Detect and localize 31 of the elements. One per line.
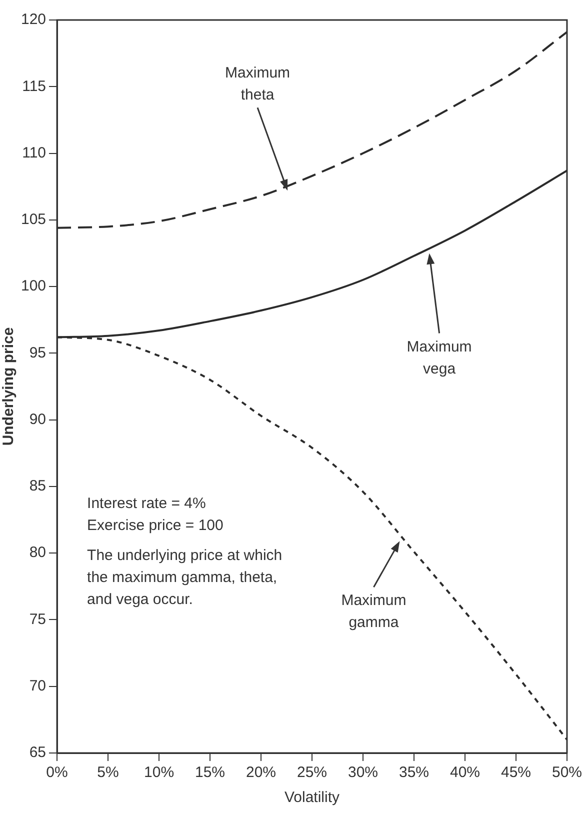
annotation: The underlying price at which the maximum gamma, theta, and vega occur. [87,546,282,608]
x-tick-label: 20% [246,764,276,782]
x-tick-label: 0% [46,764,68,782]
x-tick-label: 45% [500,764,532,782]
y-tick-label: 120 [20,11,46,28]
annotation: Maximum gamma [341,592,406,632]
y-tick-label: 95 [29,344,46,362]
y-tick-label: 105 [20,211,46,228]
x-tick-label: 25% [296,764,328,782]
annotation: Interest rate = 4% [87,494,206,512]
x-tick-label: 15% [195,764,226,782]
annotation: Maximum vega [406,338,472,378]
y-tick-label: 100 [20,278,46,295]
x-tick-label: 35% [398,764,430,782]
annotation: Exercise price = 100 [87,516,224,534]
annotation: Maximum theta [225,64,290,104]
x-tick-label: 40% [450,764,480,782]
y-tick-label: 110 [22,144,46,162]
y-tick-label: 75 [29,610,46,628]
y-tick-label: 85 [29,478,46,495]
y-tick-label: 90 [29,410,46,428]
y-tick-label: 65 [29,744,46,762]
x-tick-label: 10% [144,764,174,782]
y-tick-label: 80 [29,544,46,562]
x-tick-label: 5% [97,764,119,782]
y-tick-label: 70 [29,678,46,695]
x-axis-title: Volatility [284,789,340,806]
y-axis-title: Underlying price [0,327,18,446]
x-tick-label: 30% [348,764,378,782]
x-tick-label: 50% [552,764,582,782]
y-tick-label: 115 [22,78,46,95]
